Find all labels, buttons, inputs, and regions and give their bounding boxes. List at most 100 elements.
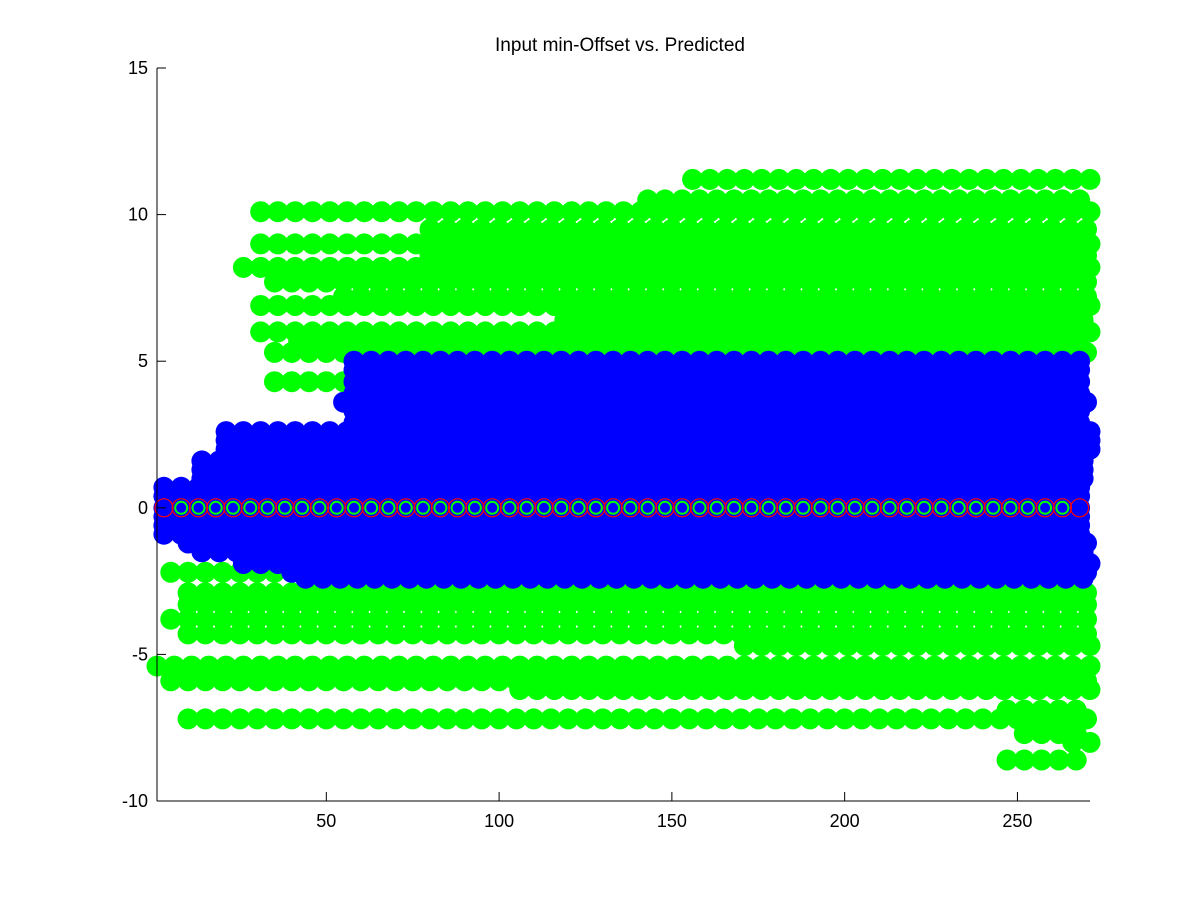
point-green bbox=[695, 594, 717, 616]
point-green bbox=[816, 708, 838, 730]
point-green bbox=[678, 608, 700, 630]
point-green bbox=[250, 321, 272, 343]
point-green-center bbox=[519, 500, 534, 515]
point-red bbox=[309, 498, 329, 518]
point-green bbox=[872, 168, 894, 190]
point-green bbox=[557, 708, 579, 730]
point-green bbox=[229, 670, 251, 692]
point-green bbox=[644, 271, 666, 293]
point-green-center bbox=[537, 500, 551, 515]
point-green bbox=[592, 271, 614, 293]
point-blue bbox=[312, 567, 334, 589]
y-tick-label: 15 bbox=[128, 58, 148, 78]
point-green bbox=[523, 608, 545, 630]
point-red bbox=[344, 498, 364, 518]
point-green bbox=[613, 679, 634, 701]
point-green-center bbox=[450, 500, 465, 515]
point-green bbox=[284, 233, 306, 255]
point-green bbox=[367, 708, 389, 730]
point-red bbox=[862, 498, 882, 518]
point-green bbox=[989, 271, 1011, 293]
point-green bbox=[177, 608, 199, 630]
point-green bbox=[160, 608, 182, 630]
point-green bbox=[578, 679, 600, 701]
point-green bbox=[958, 635, 980, 657]
point-green bbox=[799, 708, 821, 730]
point-blue bbox=[1020, 567, 1042, 589]
point-green bbox=[716, 679, 738, 701]
series-green bbox=[146, 168, 1101, 771]
point-red bbox=[430, 498, 450, 518]
point-green bbox=[1062, 168, 1084, 190]
point-red bbox=[741, 498, 762, 518]
point-green bbox=[284, 295, 306, 316]
point-green bbox=[785, 201, 807, 223]
point-green bbox=[264, 608, 285, 630]
point-green-center bbox=[226, 500, 240, 515]
point-green bbox=[937, 608, 959, 630]
point-green bbox=[281, 371, 303, 393]
point-green bbox=[975, 168, 997, 190]
point-green bbox=[730, 271, 752, 293]
point-green bbox=[350, 670, 372, 692]
point-green bbox=[713, 271, 735, 293]
point-green bbox=[319, 233, 341, 255]
point-green bbox=[716, 168, 738, 190]
point-green bbox=[509, 295, 531, 316]
point-green bbox=[630, 679, 652, 701]
point-green bbox=[609, 594, 631, 616]
point-blue bbox=[675, 567, 697, 589]
point-green bbox=[747, 271, 769, 293]
point-red bbox=[188, 498, 209, 518]
point-green bbox=[1044, 635, 1066, 657]
point-red bbox=[171, 498, 191, 518]
point-green bbox=[972, 608, 994, 630]
point-green bbox=[868, 708, 890, 730]
point-green bbox=[315, 271, 337, 293]
point-green bbox=[212, 623, 234, 645]
point-green bbox=[298, 670, 320, 692]
point-green bbox=[492, 295, 514, 316]
point-green bbox=[924, 168, 945, 190]
point-green-center bbox=[865, 500, 880, 515]
point-green bbox=[284, 201, 306, 223]
point-green bbox=[402, 623, 424, 645]
point-green-center bbox=[502, 500, 517, 515]
point-green bbox=[350, 271, 372, 293]
point-red bbox=[465, 498, 485, 518]
point-green bbox=[592, 594, 614, 616]
point-green bbox=[523, 623, 545, 645]
point-green bbox=[557, 594, 579, 616]
point-green bbox=[733, 635, 755, 657]
point-green bbox=[194, 594, 216, 616]
point-green bbox=[388, 233, 410, 255]
point-blue bbox=[588, 567, 610, 589]
point-green bbox=[319, 295, 341, 316]
point-green bbox=[920, 708, 942, 730]
point-green bbox=[250, 201, 272, 223]
point-green bbox=[367, 670, 389, 692]
point-red bbox=[1035, 498, 1055, 518]
point-green-center bbox=[467, 500, 482, 515]
point-green-center bbox=[727, 500, 742, 515]
point-green bbox=[678, 708, 700, 730]
point-green bbox=[906, 679, 928, 701]
point-green bbox=[281, 341, 303, 363]
point-green bbox=[419, 271, 441, 293]
point-green bbox=[903, 271, 925, 293]
point-green bbox=[1013, 749, 1035, 771]
point-green bbox=[937, 271, 959, 293]
point-green bbox=[371, 233, 393, 255]
point-green bbox=[440, 295, 462, 316]
point-green bbox=[1062, 679, 1084, 701]
point-green-center bbox=[848, 500, 862, 515]
point-red bbox=[499, 498, 520, 518]
point-green bbox=[1006, 271, 1028, 293]
point-red bbox=[707, 498, 727, 518]
point-red bbox=[1000, 498, 1021, 518]
point-green bbox=[1062, 201, 1084, 223]
point-green bbox=[232, 256, 254, 278]
point-green bbox=[661, 594, 683, 616]
point-green bbox=[298, 341, 320, 363]
